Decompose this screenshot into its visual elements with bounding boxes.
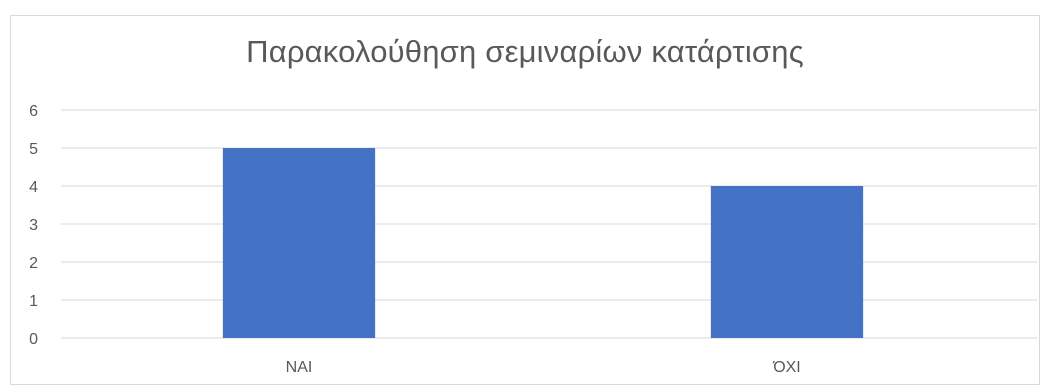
y-tick-label: 2 <box>29 255 38 272</box>
bar <box>710 186 864 338</box>
y-axis-ticks: 0 1 2 3 4 5 6 <box>29 103 38 348</box>
gridlines <box>61 109 1037 339</box>
y-tick-label: 6 <box>29 103 38 120</box>
y-tick-label: 1 <box>29 293 38 310</box>
y-tick-label: 4 <box>29 179 38 196</box>
y-tick-label: 5 <box>29 141 38 158</box>
bars <box>222 148 864 338</box>
bar-chart: 0 1 2 3 4 5 6 ΝΑΙ ΌΧΙ <box>29 103 1037 376</box>
bar <box>222 148 376 338</box>
x-category-label: ΌΧΙ <box>772 359 801 376</box>
chart-frame: Παρακολούθηση σεμιναρίων κατάρτισης 0 1 2 3… <box>10 15 1040 385</box>
y-tick-label: 0 <box>29 331 38 348</box>
x-axis-labels: ΝΑΙ ΌΧΙ <box>286 359 801 376</box>
chart-title: Παρακολούθηση σεμιναρίων κατάρτισης <box>246 34 804 69</box>
x-category-label: ΝΑΙ <box>286 359 313 376</box>
y-tick-label: 3 <box>29 217 38 234</box>
